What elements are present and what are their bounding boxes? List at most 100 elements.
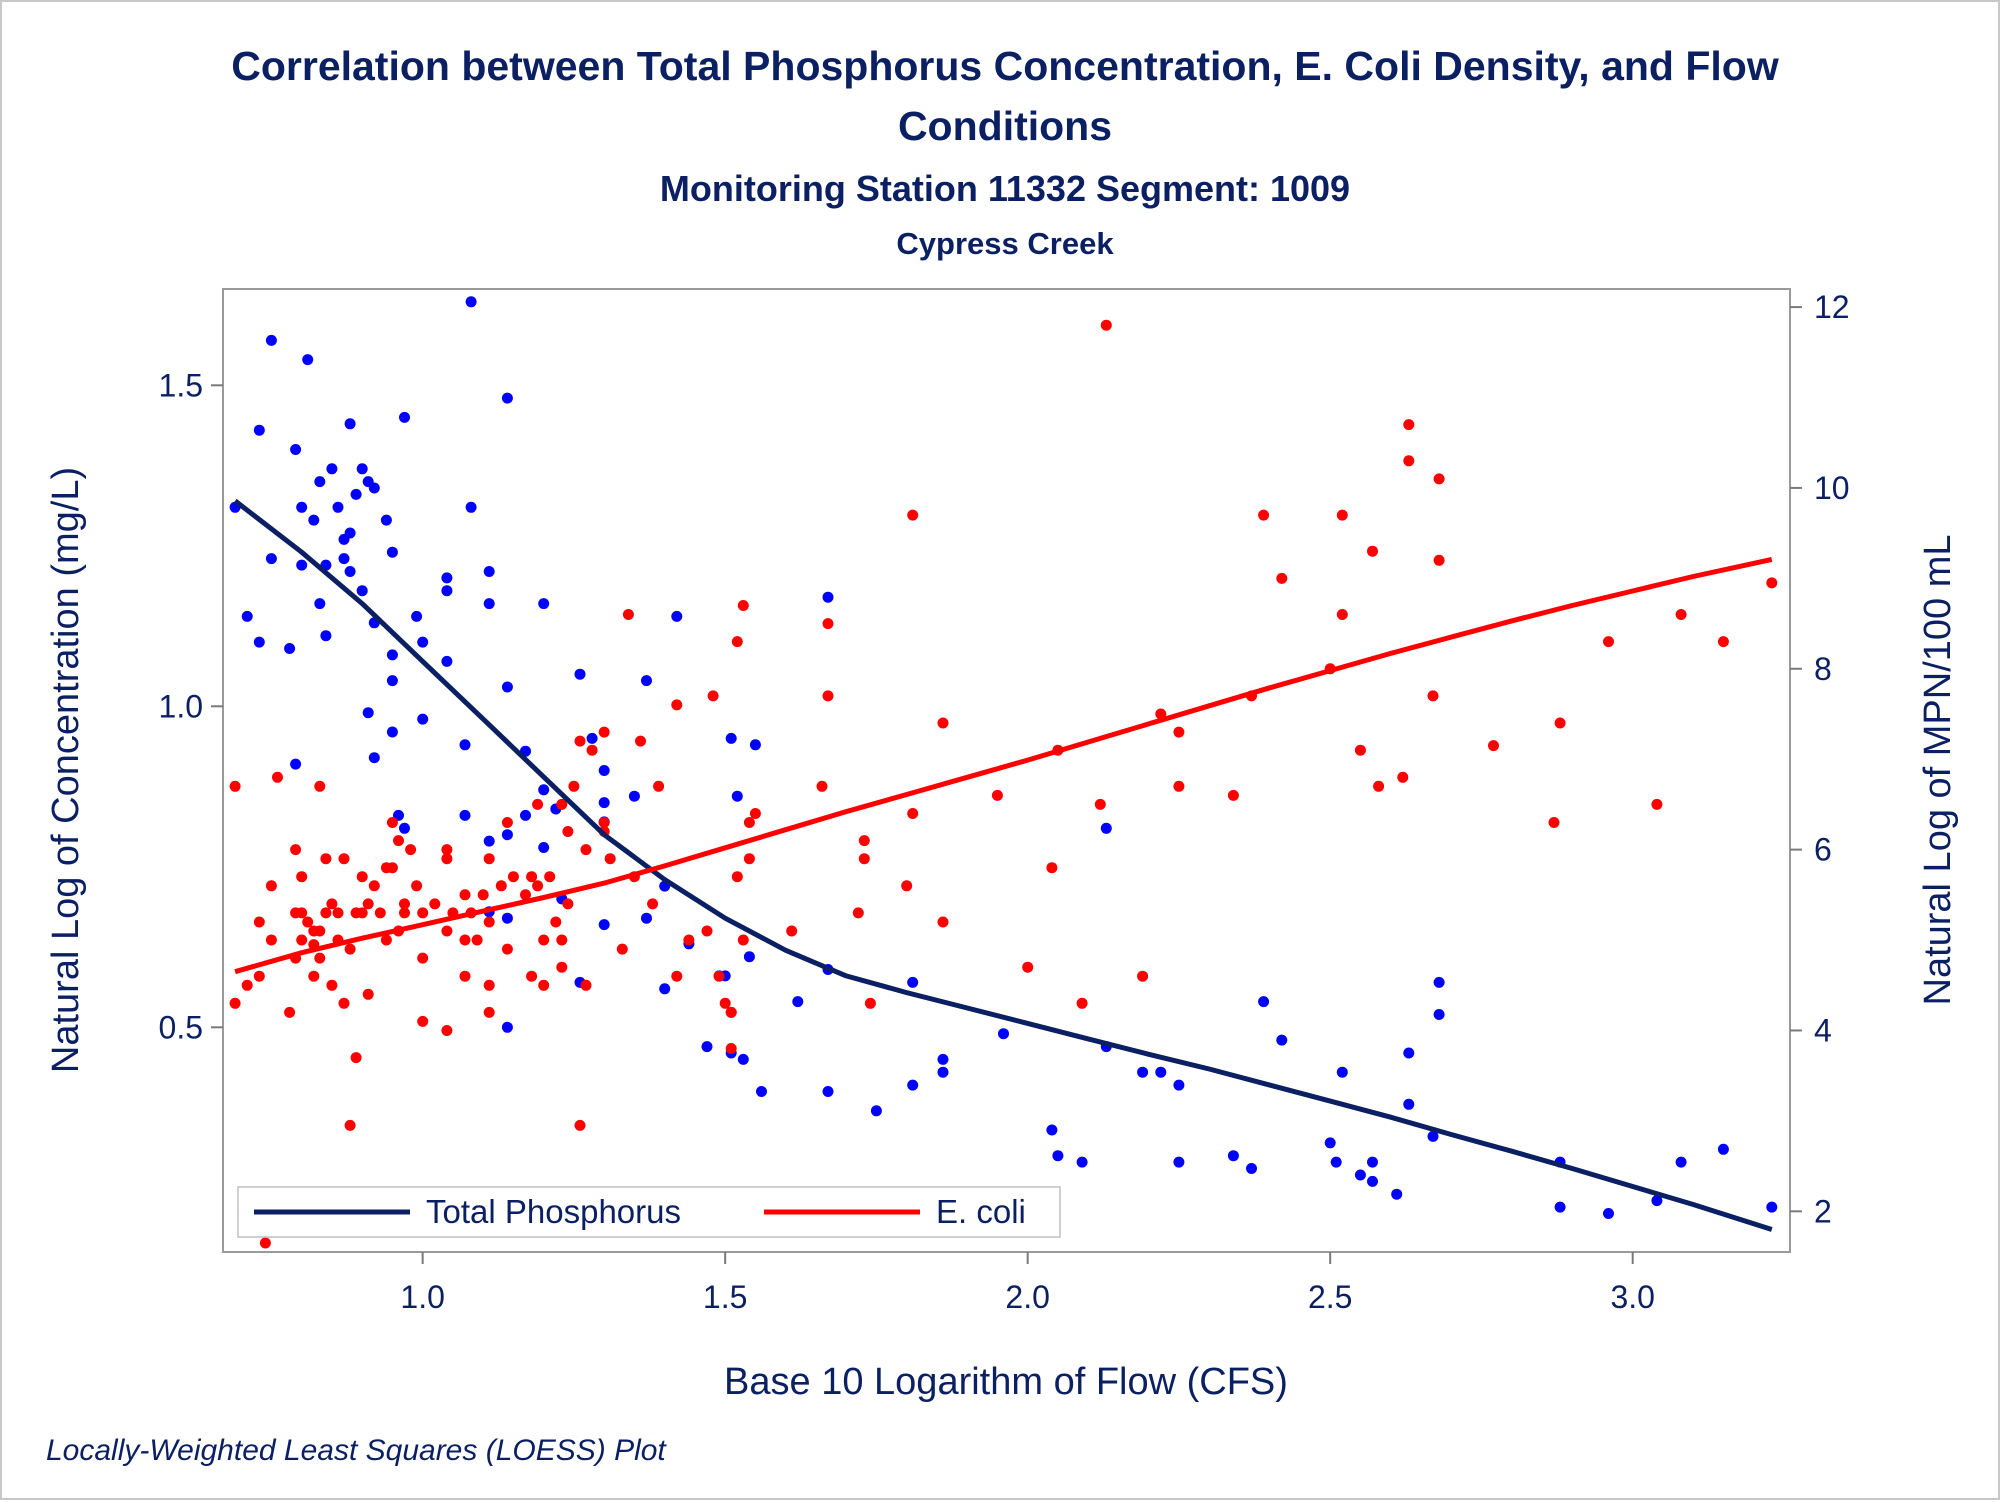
chart-subtitle-2: Cypress Creek <box>896 226 1114 261</box>
e-coli-point-36 <box>356 871 368 883</box>
e-coli-point-122 <box>816 780 828 792</box>
total-phosphorus-point-115 <box>1336 1066 1348 1078</box>
e-coli-point-160 <box>1433 473 1445 485</box>
e-coli-point-15 <box>296 934 308 946</box>
e-coli-point-35 <box>356 907 368 919</box>
x-tick-label-1: 1.5 <box>703 1279 747 1315</box>
total-phosphorus-point-2 <box>253 424 265 436</box>
total-phosphorus-point-63 <box>538 842 550 853</box>
e-coli-point-126 <box>858 835 870 847</box>
e-coli-point-23 <box>320 907 332 919</box>
e-coli-point-29 <box>338 997 350 1009</box>
total-phosphorus-point-86 <box>737 1053 749 1065</box>
e-coli-point-22 <box>314 952 326 964</box>
total-phosphorus-point-95 <box>907 1079 919 1091</box>
e-coli-point-26 <box>326 898 338 910</box>
e-coli-point-136 <box>1046 862 1058 874</box>
y2-tick-label-3: 8 <box>1814 651 1832 687</box>
e-coli-point-157 <box>1403 455 1415 467</box>
total-phosphorus-point-41 <box>417 636 429 648</box>
total-phosphorus-point-129 <box>1675 1156 1687 1168</box>
total-phosphorus-point-128 <box>1651 1195 1663 1207</box>
total-phosphorus-loess-line <box>233 498 1773 1232</box>
e-coli-point-86 <box>562 826 574 837</box>
total-phosphorus-point-7 <box>290 444 302 455</box>
e-coli-point-44 <box>386 862 398 874</box>
total-phosphorus-point-47 <box>459 809 471 821</box>
e-coli-point-132 <box>937 717 949 729</box>
total-phosphorus-point-46 <box>459 739 471 751</box>
total-phosphorus-point-88 <box>749 739 761 751</box>
e-coli-point-60 <box>459 934 471 946</box>
e-coli-point-54 <box>429 898 441 910</box>
total-phosphorus-point-15 <box>320 630 332 642</box>
total-phosphorus-point-13 <box>314 476 326 488</box>
total-phosphorus-point-99 <box>998 1028 1009 1040</box>
y2-tick-label-4: 10 <box>1814 470 1850 506</box>
total-phosphorus-point-48 <box>465 501 477 513</box>
e-coli-point-21 <box>314 925 326 937</box>
plot-area <box>222 288 1791 1253</box>
e-coli-point-78 <box>532 880 544 892</box>
e-coli-point-0 <box>229 780 241 792</box>
total-phosphorus-point-20 <box>338 553 350 565</box>
e-coli-point-65 <box>477 889 489 901</box>
total-phosphorus-point-43 <box>441 655 453 667</box>
e-coli-point-131 <box>907 808 919 819</box>
e-coli-point-102 <box>647 898 659 910</box>
total-phosphorus-point-39 <box>399 822 410 834</box>
total-phosphorus-point-36 <box>386 726 398 738</box>
total-phosphorus-point-35 <box>386 675 398 687</box>
e-coli-point-96 <box>598 817 610 828</box>
e-coli-point-159 <box>1433 554 1445 566</box>
e-coli-point-97 <box>604 853 616 865</box>
e-coli-point-71 <box>501 943 513 955</box>
total-phosphorus-point-38 <box>399 411 410 423</box>
y2-tick-label-0: 2 <box>1814 1193 1832 1229</box>
total-phosphorus-point-14 <box>314 598 326 610</box>
total-phosphorus-point-9 <box>296 501 308 513</box>
total-phosphorus-point-91 <box>822 591 834 603</box>
total-phosphorus-point-108 <box>1173 1156 1185 1168</box>
y-tick-label-2: 1.5 <box>159 367 203 403</box>
x-tick-label-2: 2.0 <box>1005 1279 1049 1315</box>
total-phosphorus-point-106 <box>1155 1066 1167 1078</box>
e-coli-point-164 <box>1603 636 1614 648</box>
e-coli-point-143 <box>1173 726 1185 738</box>
x-tick-label-0: 1.0 <box>400 1279 444 1315</box>
e-coli-point-30 <box>338 853 350 865</box>
total-phosphorus-point-119 <box>1391 1188 1403 1200</box>
total-phosphorus-point-110 <box>1246 1163 1257 1174</box>
e-coli-point-38 <box>362 898 374 910</box>
e-coli-point-83 <box>556 798 568 810</box>
e-coli-point-94 <box>598 726 610 738</box>
e-coli-point-39 <box>368 880 380 892</box>
e-coli-point-93 <box>586 744 598 756</box>
e-coli-point-130 <box>907 509 919 521</box>
e-coli-point-154 <box>1373 780 1385 792</box>
axis-ticks: 1.0 1.5 2.0 2.5 3.0 0.5 1.0 1.5 2 4 6 8 10 12 <box>159 289 1850 1315</box>
total-phosphorus-point-127 <box>1603 1208 1614 1219</box>
total-phosphorus-point-44 <box>441 572 453 584</box>
e-coli-point-127 <box>858 853 870 865</box>
total-phosphorus-point-121 <box>1403 1098 1415 1110</box>
total-phosphorus-point-62 <box>538 784 550 796</box>
e-coli-point-77 <box>532 798 544 810</box>
e-coli-point-150 <box>1336 509 1348 521</box>
total-phosphorus-point-116 <box>1354 1169 1366 1181</box>
e-coli-point-105 <box>671 970 683 982</box>
e-coli-point-118 <box>743 817 755 828</box>
total-phosphorus-point-66 <box>574 668 586 680</box>
total-phosphorus-point-74 <box>641 675 652 687</box>
e-coli-point-4 <box>253 916 265 928</box>
e-coli-point-76 <box>526 970 538 982</box>
total-phosphorus-point-23 <box>344 566 356 577</box>
total-phosphorus-point-27 <box>362 707 374 719</box>
e-coli-point-62 <box>459 889 471 901</box>
e-coli-point-141 <box>1137 970 1149 982</box>
e-coli-point-31 <box>344 1119 356 1131</box>
e-coli-point-3 <box>253 970 265 982</box>
e-coli-point-115 <box>731 636 743 648</box>
total-phosphorus-point-98 <box>937 1066 949 1078</box>
